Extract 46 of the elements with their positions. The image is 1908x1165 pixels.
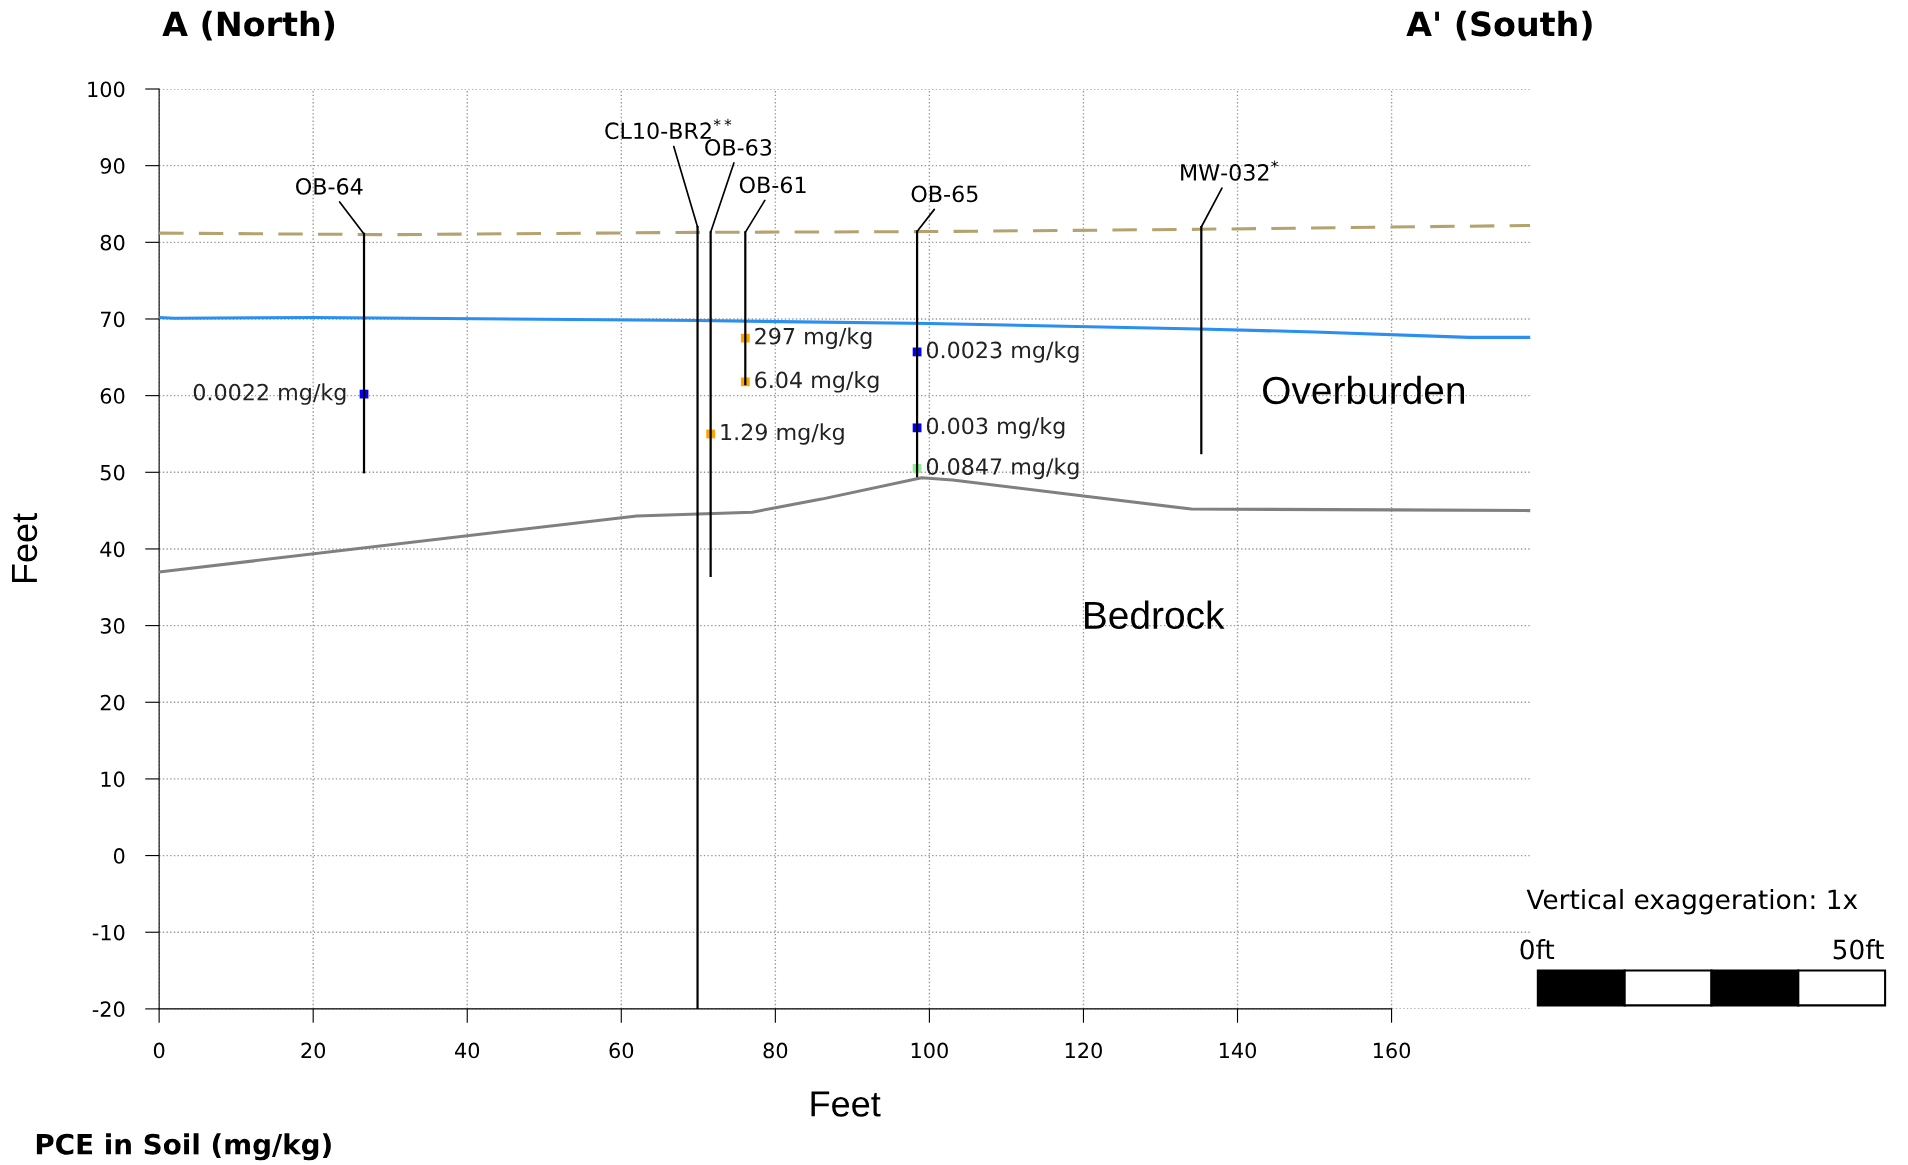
x-tick-label: 0 [153, 1042, 165, 1059]
x-tick-label: 80 [763, 1042, 788, 1059]
x-tick-label: 20 [301, 1042, 326, 1059]
y-tick-label: 90 [100, 158, 125, 174]
y-tick-label: 30 [100, 618, 125, 634]
annotation: 1.29 mg/kg [721, 423, 844, 445]
y-tick-label: 80 [100, 234, 125, 251]
y-tick-label: 0 [113, 848, 125, 864]
text: A' (South) [1406, 10, 1592, 41]
y-tick-label: -10 [92, 924, 125, 941]
annotation: 6.04 mg/kg [755, 371, 879, 393]
annotation: 297 mg/kg [755, 327, 872, 349]
y-tick-label: 70 [100, 311, 125, 328]
y-axis-title: Feet [12, 513, 38, 583]
x-tick-label: 40 [455, 1042, 480, 1059]
line-series [159, 223, 1531, 237]
annotation: MW-032$^{*}$ [1181, 160, 1279, 181]
y-tick-label: 20 [100, 694, 125, 711]
y-tick-label: 100 [88, 81, 125, 98]
chart-title: A (North) [162, 10, 335, 41]
y-tick-label: 50 [100, 464, 125, 481]
x-tick-label: 120 [1065, 1042, 1102, 1059]
x-tick-label: 140 [1219, 1042, 1257, 1059]
text: PCE in Soil (mg/kg) [36, 1133, 331, 1161]
annotation: OB-65 [911, 185, 978, 203]
x-axis-title: Feet [811, 1091, 881, 1117]
annotation: 0.0022 mg/kg [193, 383, 346, 405]
annotation: Overburden [1263, 375, 1465, 405]
annotation: 0.0847 mg/kg [926, 457, 1079, 480]
annotation: OB-61 [739, 176, 806, 194]
annotation: Vertical exaggeration: 1x [1526, 888, 1858, 915]
y-tick-label: 10 [101, 771, 125, 788]
x-tick-label: 60 [609, 1042, 634, 1059]
annotation: 0.003 mg/kg [926, 417, 1065, 439]
annotation: OB-64 [296, 178, 363, 195]
y-tick-label: 60 [100, 388, 125, 404]
annotation: 0ft [1520, 939, 1555, 960]
y-tick-label: 40 [100, 541, 125, 558]
text: 50ft [1833, 939, 1884, 960]
x-tick-label: 100 [911, 1042, 948, 1059]
annotation: OB-63 [705, 139, 772, 156]
y-tick-label: -20 [92, 1001, 125, 1018]
annotation: 0.0023 mg/kg [926, 341, 1079, 363]
annotation: Bedrock [1085, 600, 1225, 630]
x-tick-label: 160 [1373, 1042, 1411, 1059]
annotation: CL10-BR2$^{**}$ [605, 118, 732, 140]
